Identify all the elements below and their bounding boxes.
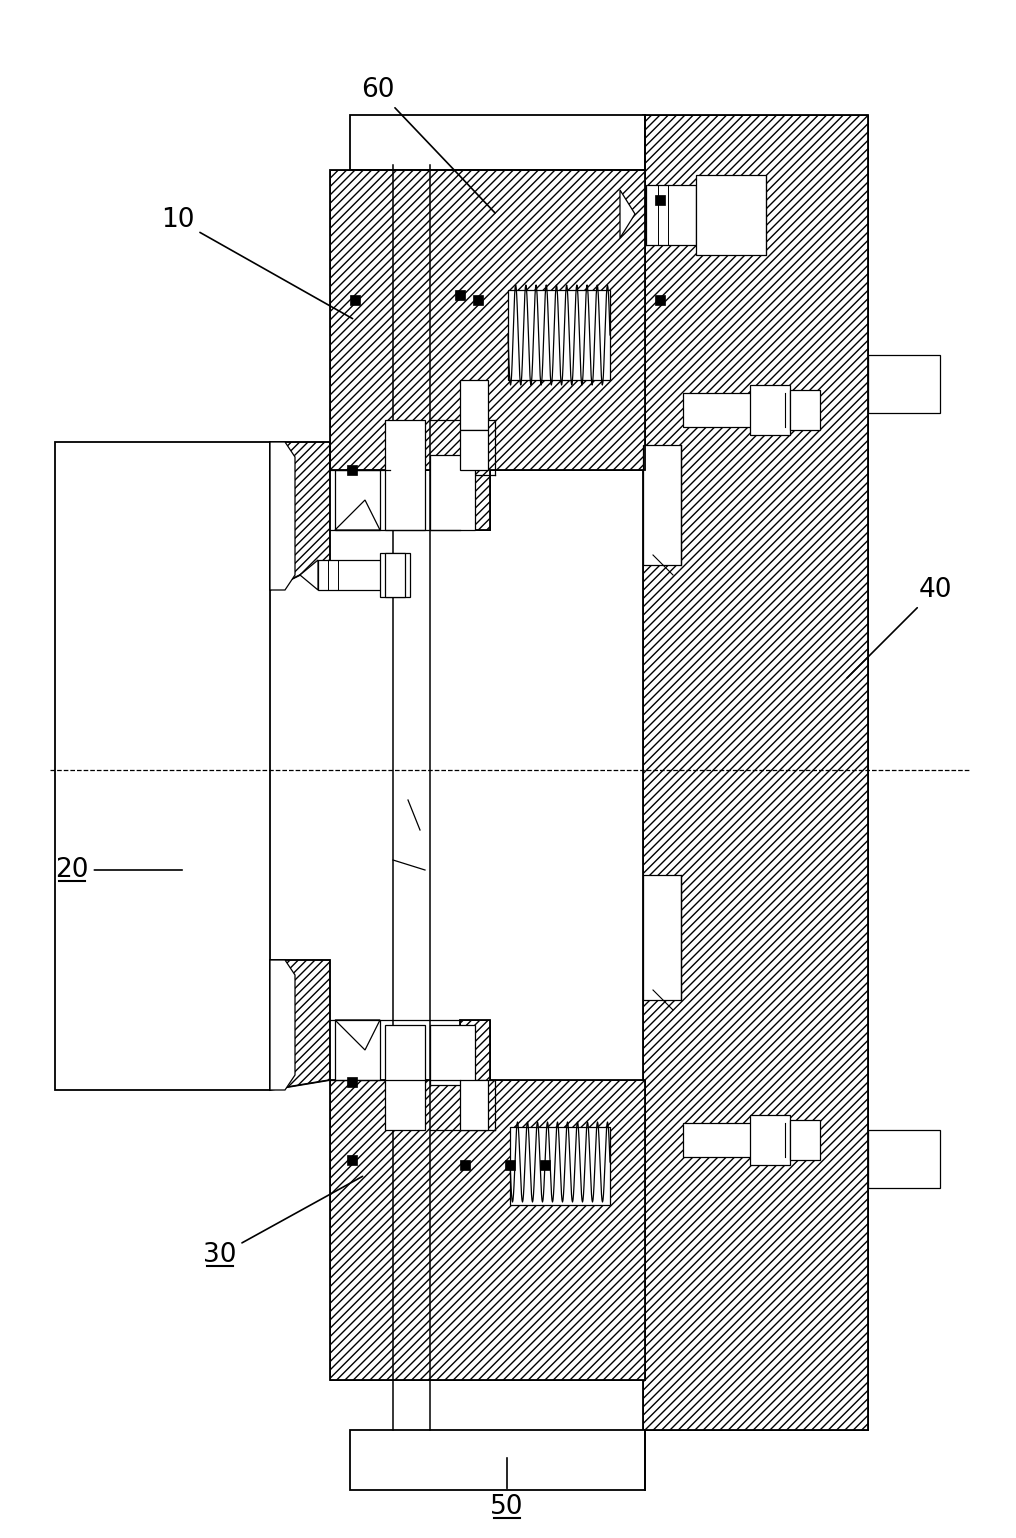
Polygon shape <box>270 441 330 591</box>
Polygon shape <box>270 960 330 1090</box>
Polygon shape <box>335 1020 380 1050</box>
Bar <box>318 560 390 591</box>
Polygon shape <box>335 500 380 531</box>
Polygon shape <box>330 1020 645 1380</box>
Bar <box>385 554 405 597</box>
Text: 40: 40 <box>847 577 952 678</box>
Bar <box>868 355 940 414</box>
Polygon shape <box>270 960 295 1090</box>
Bar <box>750 1115 790 1164</box>
Bar <box>790 391 820 431</box>
Bar <box>430 1024 475 1084</box>
Text: 20: 20 <box>55 857 182 883</box>
Bar <box>868 1130 940 1187</box>
Polygon shape <box>620 191 635 238</box>
Bar <box>335 1020 380 1080</box>
Bar <box>380 554 410 597</box>
Bar <box>473 295 483 305</box>
Bar <box>460 431 488 471</box>
Text: 10: 10 <box>162 208 353 318</box>
Polygon shape <box>270 441 295 591</box>
Bar <box>539 1160 550 1170</box>
Bar <box>347 464 357 475</box>
Bar <box>347 1155 357 1164</box>
Bar <box>696 175 766 255</box>
Bar <box>655 295 665 305</box>
Text: 30: 30 <box>203 1177 363 1267</box>
Polygon shape <box>330 171 645 531</box>
Bar <box>350 1430 645 1490</box>
Text: 50: 50 <box>491 1458 524 1520</box>
Bar <box>385 1024 425 1130</box>
Bar <box>335 471 380 531</box>
Bar <box>385 420 425 531</box>
Text: 60: 60 <box>362 77 495 212</box>
Bar <box>460 1160 470 1170</box>
Bar <box>55 441 270 1090</box>
Polygon shape <box>643 115 868 1430</box>
Bar <box>643 875 681 1000</box>
Bar <box>646 185 696 245</box>
Bar <box>643 444 681 564</box>
Bar <box>643 115 868 1430</box>
Bar <box>683 394 768 428</box>
Bar <box>508 291 610 380</box>
Bar <box>790 1120 820 1160</box>
Bar <box>455 291 465 300</box>
Bar <box>510 1127 610 1204</box>
Polygon shape <box>300 560 318 591</box>
Bar <box>430 455 475 531</box>
Bar <box>350 295 360 305</box>
Bar <box>750 384 790 435</box>
Bar <box>655 195 665 205</box>
Bar <box>347 1077 357 1087</box>
Bar <box>460 1080 488 1130</box>
Bar <box>350 115 645 171</box>
Bar <box>505 1160 515 1170</box>
Bar <box>460 380 488 431</box>
Bar <box>683 1123 768 1157</box>
